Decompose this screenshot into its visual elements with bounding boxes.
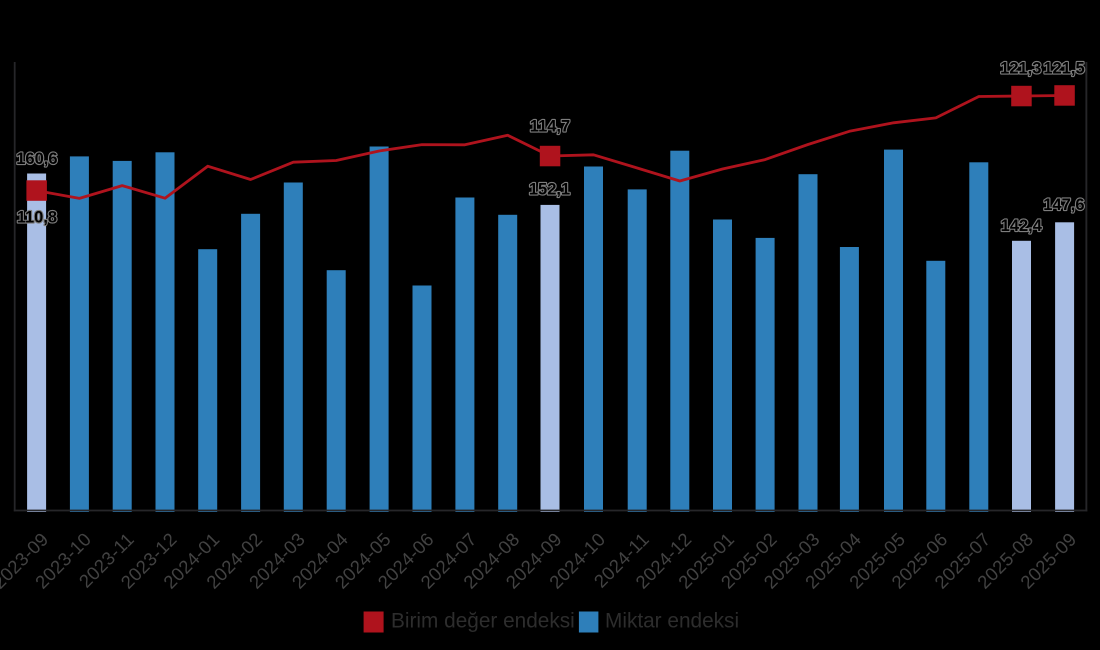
- svg-text:Miktar endeksi: Miktar endeksi: [605, 610, 739, 633]
- svg-text:147,6: 147,6: [1043, 196, 1084, 214]
- svg-text:110,8: 110,8: [17, 209, 57, 227]
- svg-text:121,3: 121,3: [1000, 60, 1041, 78]
- svg-text:160,6: 160,6: [16, 150, 57, 168]
- svg-text:Birim değer endeksi: Birim değer endeksi: [391, 610, 575, 633]
- svg-text:114,7: 114,7: [530, 118, 570, 136]
- svg-text:152,1: 152,1: [529, 181, 570, 199]
- svg-text:121,5: 121,5: [1043, 60, 1084, 78]
- svg-text:142,4: 142,4: [1001, 217, 1043, 235]
